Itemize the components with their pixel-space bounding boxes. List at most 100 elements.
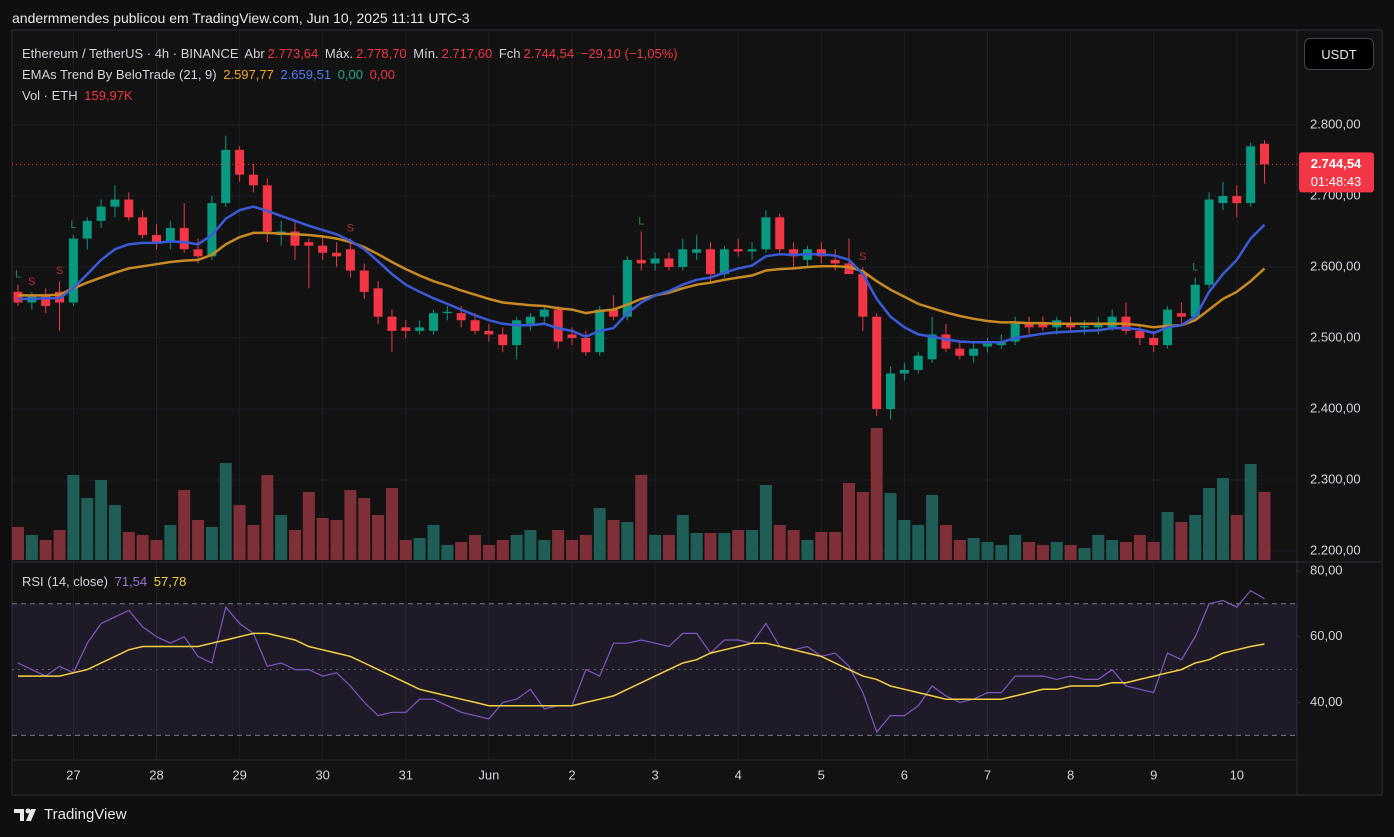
candle-body (429, 313, 438, 331)
volume-bar (247, 524, 260, 560)
volume-bar (302, 492, 315, 560)
volume-bar (704, 532, 717, 560)
signal-label: L (15, 269, 21, 281)
y-tick-label: 2.400,00 (1310, 400, 1361, 415)
volume-bar (192, 520, 205, 560)
candle-body (664, 258, 674, 267)
volume-bar (275, 514, 288, 560)
volume-bar (870, 428, 883, 560)
volume-bar (469, 534, 482, 560)
volume-bar (829, 532, 842, 560)
symbol-legend: Ethereum / TetherUS · 4h · BINANCE Abr 2.… (22, 46, 681, 61)
volume-bar (261, 474, 274, 560)
candle-body (1093, 323, 1103, 328)
candle-body (706, 249, 715, 275)
candle-body (761, 217, 771, 250)
volume-bar (732, 530, 745, 560)
brand-name: TradingView (44, 806, 127, 823)
indicator-value: 0,00 (369, 67, 395, 82)
volume-value: 159,97K (84, 88, 133, 103)
volume-bar (1092, 534, 1105, 560)
volume-bar (1120, 542, 1132, 560)
candle-body (345, 249, 355, 271)
signal-label: S (347, 223, 354, 235)
volume-bar (1036, 544, 1049, 560)
volume-bar (358, 498, 371, 560)
candle-body (692, 249, 702, 253)
volume-bar (662, 534, 675, 560)
volume-bar (12, 526, 24, 560)
x-tick-label: 10 (1230, 767, 1244, 782)
indicator-value: 2.659,51 (280, 67, 332, 82)
x-tick-label: 4 (735, 767, 742, 782)
candle-body (525, 316, 535, 324)
x-tick-label: 5 (818, 767, 825, 782)
candle-body (816, 249, 826, 257)
candle-body (1176, 313, 1186, 317)
candle-body (332, 252, 342, 257)
open: 2.773,64 (267, 46, 319, 61)
candle-body (1232, 195, 1242, 204)
x-tick-label: 29 (232, 767, 246, 782)
candle-body (235, 149, 245, 175)
candle-body (1190, 284, 1200, 317)
volume-bar (1161, 512, 1174, 560)
volume-label: Vol · ETH (22, 88, 78, 103)
x-tick-label: 30 (315, 767, 329, 782)
low: 2.717,60 (441, 46, 493, 61)
candle-body (609, 309, 619, 317)
signal-label: S (56, 265, 63, 277)
symbol: Ethereum / TetherUS · 4h · BINANCE (22, 46, 239, 61)
candle-body (304, 242, 314, 246)
ema-line (18, 205, 1266, 344)
volume-bar (205, 526, 218, 560)
volume-bar (1258, 491, 1271, 560)
x-tick-label: 9 (1150, 767, 1157, 782)
volume-bar (1023, 542, 1036, 560)
volume-bar (219, 462, 232, 560)
candle-body (678, 249, 688, 267)
volume-bar (1216, 478, 1229, 560)
volume-bar (1189, 514, 1202, 560)
volume-bar (122, 532, 135, 560)
close: 2.744,54 (523, 46, 575, 61)
indicator-legend: EMAs Trend By BeloTrade (21, 9) 2.597,77… (22, 67, 398, 82)
volume-bar (67, 474, 80, 560)
signal-label: S (859, 251, 866, 263)
volume-bar (856, 492, 869, 560)
candle-body (456, 313, 466, 321)
candle-body (82, 220, 92, 239)
logo-dot (25, 808, 31, 813)
x-tick-label: 2 (568, 767, 575, 782)
candle-body (401, 327, 411, 331)
plot: 27 28 29 30 31 Jun 2 3 4 5 6 7 8 9 10 2.200,00 2.300,00 2… (12, 30, 1374, 782)
volume-bar (1009, 534, 1022, 560)
volume-bar (164, 524, 177, 560)
currency-button[interactable]: USDT (1304, 38, 1374, 70)
volume-bar (815, 532, 828, 560)
volume-bar (330, 520, 343, 560)
candle-body (165, 227, 175, 243)
candle-body (567, 334, 577, 338)
candle-body (152, 235, 161, 243)
volume-bar (1244, 464, 1257, 560)
y-tick-label: 2.300,00 (1310, 471, 1361, 486)
volume-bar (801, 540, 814, 560)
x-tick-label: 27 (66, 767, 80, 782)
volume-bar (178, 490, 191, 560)
candle-body (248, 174, 258, 186)
volume-bar (843, 482, 855, 560)
candle-body (719, 249, 729, 275)
y-tick-label: 2.600,00 (1310, 258, 1361, 273)
candle-body (1135, 330, 1145, 338)
candle-body (636, 259, 646, 264)
x-tick-label: 7 (984, 767, 991, 782)
brand: TradingView (14, 806, 127, 823)
volume-bar (289, 530, 301, 560)
y-tick-label: 2.200,00 (1310, 542, 1361, 557)
candle-body (553, 309, 563, 342)
volume-bar (136, 534, 149, 560)
volume-bar (385, 488, 398, 560)
